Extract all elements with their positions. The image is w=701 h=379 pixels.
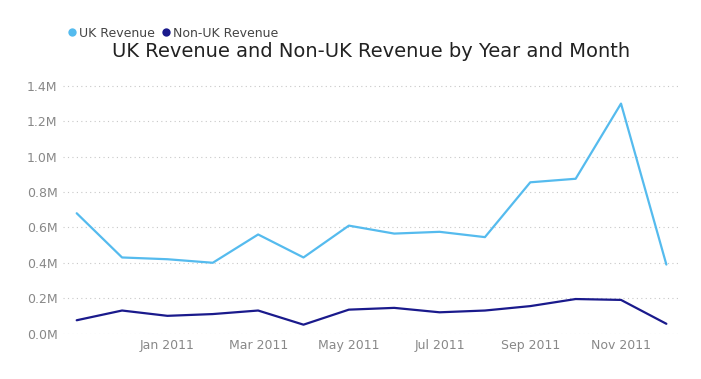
Non-UK Revenue [345, 307, 353, 312]
Non-UK Revenue [617, 298, 625, 302]
UK Revenue [118, 255, 126, 260]
Non-UK Revenue [72, 318, 81, 323]
Non-UK Revenue [163, 313, 172, 318]
Legend: UK Revenue, Non-UK Revenue: UK Revenue, Non-UK Revenue [69, 27, 278, 40]
UK Revenue [571, 177, 580, 181]
Non-UK Revenue [390, 305, 398, 310]
Non-UK Revenue [118, 308, 126, 313]
Non-UK Revenue [571, 297, 580, 301]
Non-UK Revenue [435, 310, 444, 315]
UK Revenue [481, 235, 489, 240]
Non-UK Revenue [481, 308, 489, 313]
UK Revenue [526, 180, 534, 185]
Non-UK Revenue [526, 304, 534, 309]
Line: UK Revenue: UK Revenue [76, 103, 667, 265]
UK Revenue [299, 255, 308, 260]
UK Revenue [435, 230, 444, 234]
Line: Non-UK Revenue: Non-UK Revenue [76, 299, 667, 325]
UK Revenue [72, 211, 81, 216]
Non-UK Revenue [209, 312, 217, 316]
UK Revenue [617, 101, 625, 106]
Non-UK Revenue [299, 323, 308, 327]
UK Revenue [390, 231, 398, 236]
UK Revenue [662, 262, 671, 267]
Non-UK Revenue [254, 308, 262, 313]
Non-UK Revenue [662, 321, 671, 326]
UK Revenue [163, 257, 172, 262]
UK Revenue [254, 232, 262, 237]
Title: UK Revenue and Non-UK Revenue by Year and Month: UK Revenue and Non-UK Revenue by Year an… [112, 42, 631, 61]
UK Revenue [345, 223, 353, 228]
UK Revenue [209, 260, 217, 265]
